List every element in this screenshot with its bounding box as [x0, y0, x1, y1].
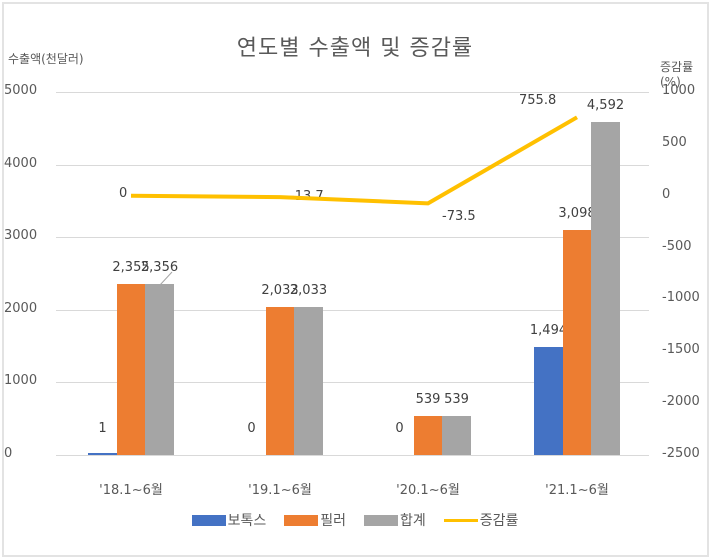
- legend-swatch: [191, 514, 226, 526]
- y-axis-title: 수출액(천달러): [8, 52, 84, 66]
- line-data-label: 0: [119, 185, 128, 201]
- y2-axis-title: 증감률(%): [660, 60, 694, 89]
- y-tick-label: 1000: [4, 373, 38, 389]
- y2-tick-label: 500: [662, 134, 687, 150]
- y-tick-label: 4000: [4, 155, 38, 171]
- bar-합계: [294, 307, 323, 455]
- x-tick-label: '19.1~6월: [248, 483, 312, 498]
- data-label: 2,356: [140, 259, 179, 275]
- legend: 보톡스 필러 합계 증감률: [0, 510, 710, 530]
- y2-tick-label: -500: [662, 238, 692, 254]
- legend-swatch: [443, 518, 478, 522]
- y2-tick-label: 0: [662, 186, 671, 202]
- y2-tick-label: -1000: [662, 290, 700, 306]
- y2-tick-label: -2000: [662, 394, 700, 410]
- x-tick-label: '20.1~6월: [396, 483, 460, 498]
- bar-보톡스: [534, 346, 563, 455]
- bar-합계: [145, 283, 174, 455]
- bar-필러: [116, 284, 146, 455]
- data-label: 0: [395, 421, 404, 436]
- legend-swatch: [364, 514, 398, 526]
- bar-합계: [442, 415, 471, 455]
- legend-item-증감률: 증감률: [443, 510, 519, 530]
- bar-필러: [562, 230, 592, 455]
- y-tick-label: 0: [4, 446, 13, 461]
- data-label: 539: [415, 391, 441, 407]
- bar-필러: [413, 415, 443, 455]
- bar-보톡스: [88, 453, 117, 455]
- line-data-label: -73.5: [442, 209, 476, 225]
- legend-label: 필러: [320, 513, 346, 529]
- data-label: 1: [98, 421, 107, 436]
- y2-tick-label: -2500: [662, 446, 700, 461]
- legend-item-보톡스: 보톡스: [191, 510, 267, 530]
- y2-tick-label: -1500: [662, 342, 700, 358]
- chart-title: 연도별 수출액 및 증감률: [236, 36, 474, 61]
- legend-item-필러: 필러: [284, 510, 346, 530]
- y2-tick-label: 1000: [662, 83, 696, 98]
- gridline: [56, 455, 649, 456]
- data-label: 4,592: [586, 97, 625, 113]
- label-leader-line: [159, 271, 173, 286]
- gridline: [56, 309, 649, 311]
- data-label: 1,494: [529, 322, 568, 338]
- data-label: 2,355: [112, 260, 150, 276]
- legend-swatch: [284, 514, 319, 526]
- y-tick-label: 3000: [4, 228, 38, 244]
- data-label: 539: [444, 391, 469, 407]
- legend-label: 증감률: [479, 513, 519, 529]
- legend-label: 합계: [400, 513, 426, 529]
- x-tick-label: '18.1~6월: [99, 483, 163, 498]
- bar-합계: [591, 121, 620, 455]
- legend-label: 보톡스: [227, 513, 267, 529]
- gridline: [56, 237, 649, 239]
- gridline: [56, 92, 649, 93]
- line-data-label: 755.8: [519, 93, 557, 109]
- y-tick-label: 5000: [4, 83, 38, 98]
- bar-필러: [265, 307, 295, 455]
- data-label: 3,098: [558, 206, 596, 222]
- data-label: 0: [247, 421, 256, 436]
- gridline: [56, 382, 649, 384]
- gridline: [56, 164, 649, 166]
- data-label: 2,033: [261, 283, 299, 299]
- data-label: 2,033: [289, 283, 328, 299]
- y-tick-label: 2000: [4, 300, 38, 316]
- legend-item-합계: 합계: [364, 510, 426, 530]
- line-증감률: [130, 115, 578, 206]
- x-tick-label: '21.1~6월: [545, 483, 609, 498]
